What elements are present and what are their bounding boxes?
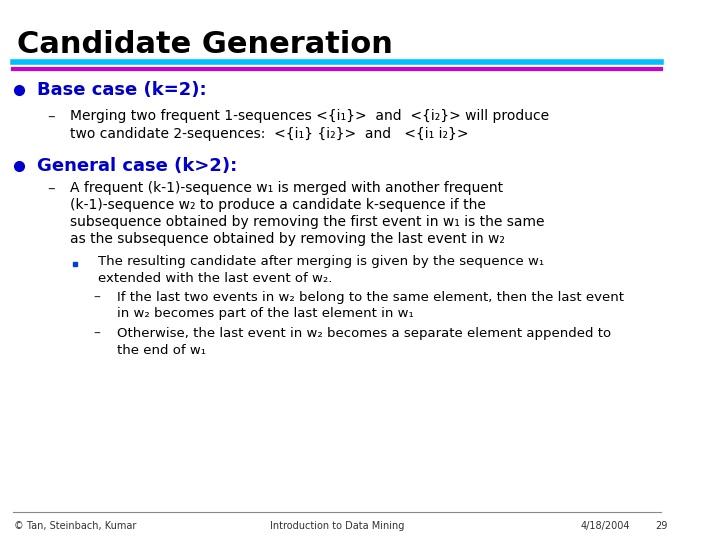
- Text: –: –: [47, 180, 55, 195]
- Text: Introduction to Data Mining: Introduction to Data Mining: [270, 521, 404, 531]
- Text: The resulting candidate after merging is given by the sequence w₁: The resulting candidate after merging is…: [99, 255, 544, 268]
- Text: two candidate 2-sequences:  <{i₁} {i₂}>  and   <{i₁ i₂}>: two candidate 2-sequences: <{i₁} {i₂}> a…: [71, 127, 469, 141]
- Text: subsequence obtained by removing the first event in w₁ is the same: subsequence obtained by removing the fir…: [71, 215, 545, 229]
- Text: 4/18/2004: 4/18/2004: [580, 521, 630, 531]
- Text: General case (k>2):: General case (k>2):: [37, 157, 238, 175]
- Text: –: –: [47, 109, 55, 124]
- Text: Merging two frequent 1-sequences <{i₁}>  and  <{i₂}> will produce: Merging two frequent 1-sequences <{i₁}> …: [71, 109, 549, 123]
- Text: © Tan, Steinbach, Kumar: © Tan, Steinbach, Kumar: [14, 521, 136, 531]
- Text: in w₂ becomes part of the last element in w₁: in w₂ becomes part of the last element i…: [117, 307, 414, 321]
- Text: If the last two events in w₂ belong to the same element, then the last event: If the last two events in w₂ belong to t…: [117, 292, 624, 305]
- Text: (k-1)-sequence w₂ to produce a candidate k-sequence if the: (k-1)-sequence w₂ to produce a candidate…: [71, 198, 486, 212]
- Text: Candidate Generation: Candidate Generation: [17, 30, 392, 59]
- Text: Otherwise, the last event in w₂ becomes a separate element appended to: Otherwise, the last event in w₂ becomes …: [117, 327, 611, 341]
- Text: as the subsequence obtained by removing the last event in w₂: as the subsequence obtained by removing …: [71, 232, 505, 246]
- Text: Base case (k=2):: Base case (k=2):: [37, 81, 207, 99]
- Text: –: –: [94, 327, 101, 341]
- Text: 29: 29: [655, 521, 667, 531]
- Text: the end of w₁: the end of w₁: [117, 343, 206, 356]
- Text: extended with the last event of w₂.: extended with the last event of w₂.: [99, 272, 333, 285]
- Text: A frequent (k-1)-sequence w₁ is merged with another frequent: A frequent (k-1)-sequence w₁ is merged w…: [71, 181, 503, 195]
- Text: –: –: [94, 291, 101, 305]
